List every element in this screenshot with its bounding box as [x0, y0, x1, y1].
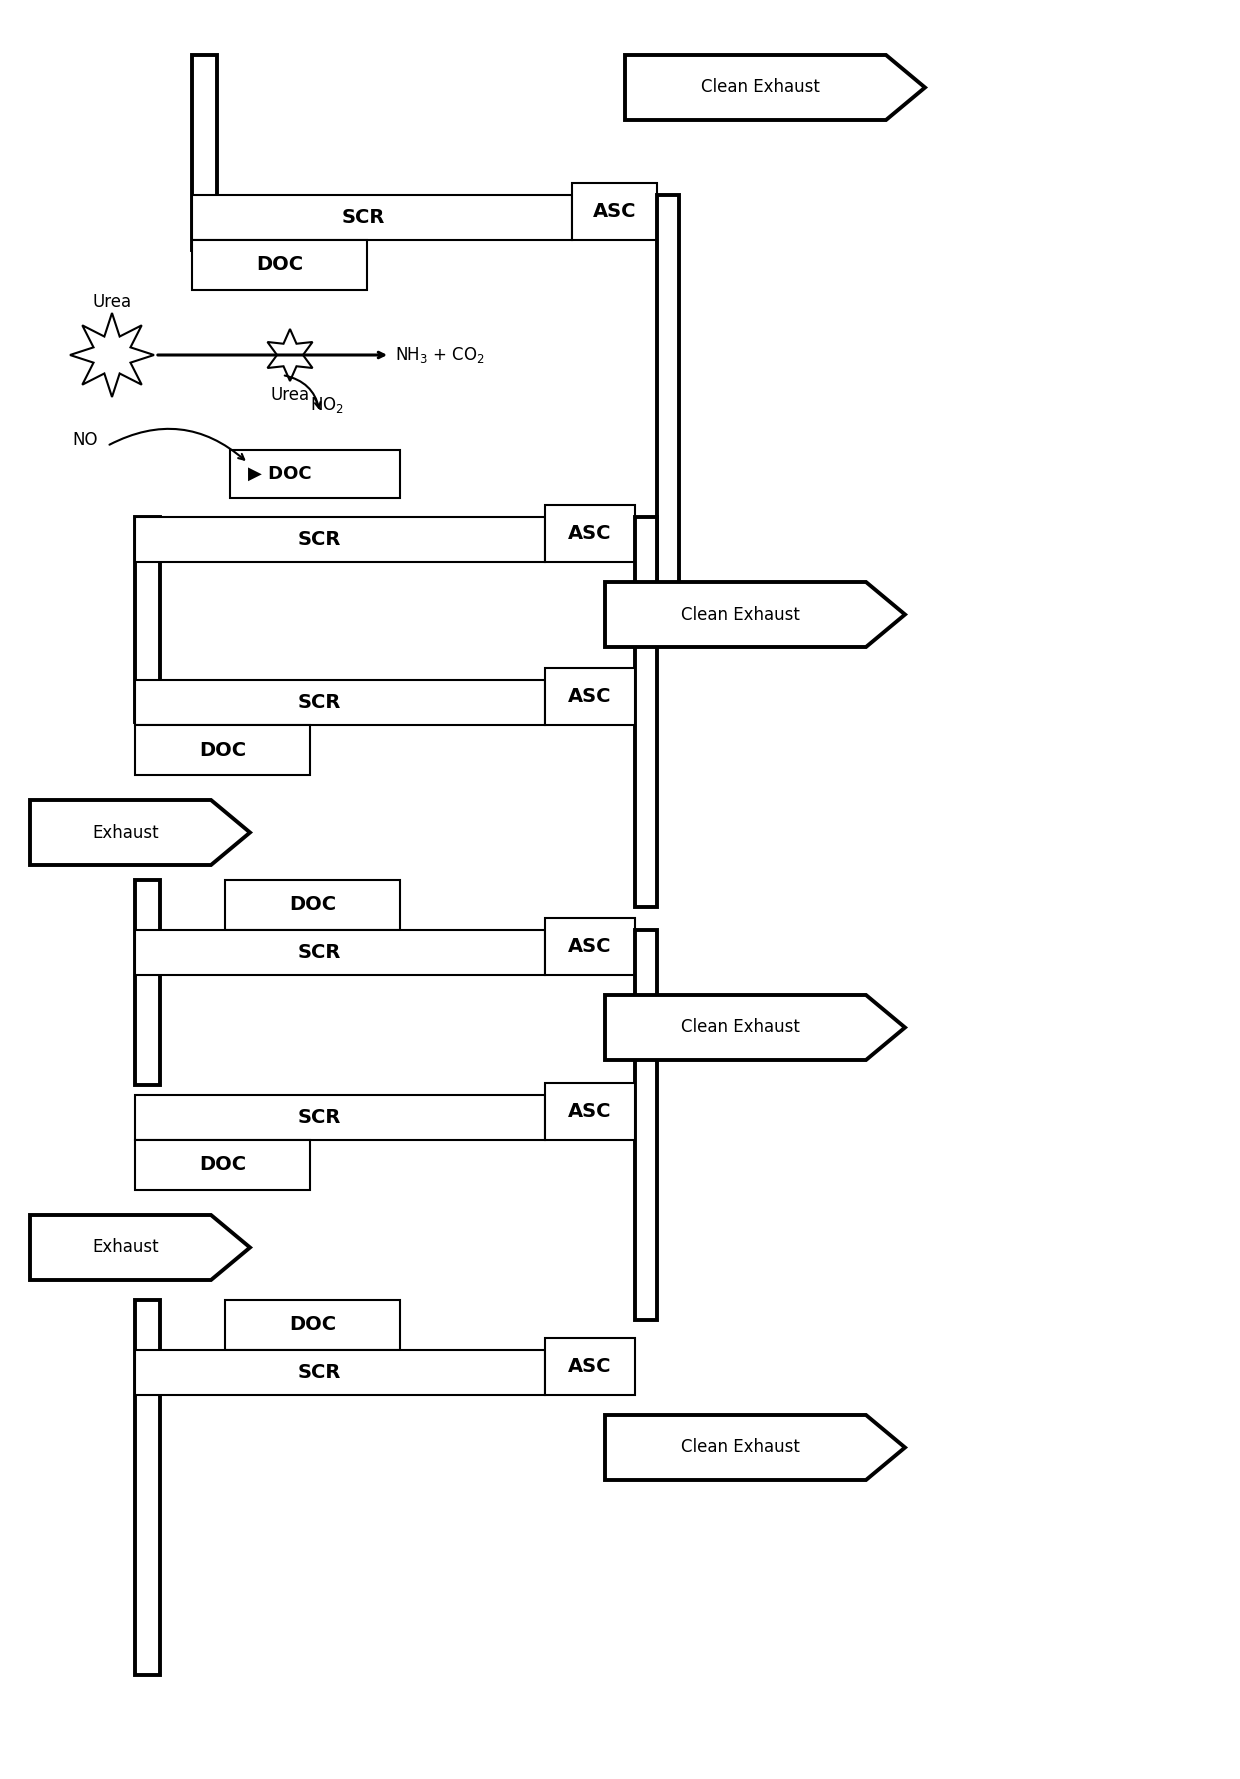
- Bar: [135, 1300, 160, 1676]
- Text: ASC: ASC: [593, 203, 636, 221]
- Text: ASC: ASC: [568, 525, 611, 543]
- Bar: [192, 55, 217, 251]
- Text: SCR: SCR: [298, 1108, 341, 1128]
- Text: Exhaust: Exhaust: [92, 824, 159, 841]
- Polygon shape: [30, 801, 250, 865]
- Bar: [546, 505, 635, 562]
- Text: Urea: Urea: [270, 386, 310, 404]
- Text: NO$_2$: NO$_2$: [310, 395, 343, 415]
- Bar: [229, 450, 401, 498]
- Text: ASC: ASC: [568, 1101, 611, 1121]
- Polygon shape: [605, 1414, 905, 1480]
- Bar: [135, 518, 160, 722]
- Text: Clean Exhaust: Clean Exhaust: [681, 1019, 800, 1037]
- Text: DOC: DOC: [198, 1156, 246, 1174]
- Text: DOC: DOC: [255, 256, 303, 274]
- Text: SCR: SCR: [298, 694, 341, 712]
- Text: Clean Exhaust: Clean Exhaust: [701, 78, 820, 96]
- Text: Clean Exhaust: Clean Exhaust: [681, 1439, 800, 1457]
- Text: ASC: ASC: [568, 687, 611, 706]
- Bar: [546, 667, 635, 726]
- Bar: [224, 1300, 401, 1350]
- Bar: [635, 930, 657, 1320]
- Text: SCR: SCR: [298, 1363, 341, 1382]
- Polygon shape: [69, 313, 154, 397]
- Bar: [635, 518, 657, 907]
- Bar: [192, 196, 572, 240]
- Text: ASC: ASC: [568, 1357, 611, 1375]
- Bar: [135, 930, 546, 975]
- Bar: [657, 196, 680, 585]
- Bar: [135, 1096, 546, 1140]
- Bar: [135, 518, 546, 562]
- Bar: [546, 918, 635, 975]
- Bar: [135, 680, 546, 726]
- Text: NO: NO: [72, 431, 98, 448]
- Bar: [135, 881, 160, 1085]
- Text: ▶ DOC: ▶ DOC: [248, 464, 311, 484]
- Text: ASC: ASC: [568, 938, 611, 955]
- Bar: [224, 881, 401, 930]
- Bar: [135, 1350, 546, 1395]
- Bar: [135, 1140, 310, 1190]
- Text: SCR: SCR: [341, 208, 384, 228]
- Text: NH$_3$ + CO$_2$: NH$_3$ + CO$_2$: [396, 345, 485, 365]
- Text: DOC: DOC: [289, 895, 336, 914]
- Bar: [192, 240, 367, 290]
- Polygon shape: [605, 582, 905, 648]
- Text: SCR: SCR: [298, 530, 341, 550]
- Polygon shape: [268, 329, 312, 381]
- Text: SCR: SCR: [298, 943, 341, 962]
- Bar: [572, 183, 657, 240]
- Polygon shape: [30, 1215, 250, 1281]
- Text: Clean Exhaust: Clean Exhaust: [681, 605, 800, 623]
- Bar: [546, 1338, 635, 1395]
- Text: DOC: DOC: [198, 740, 246, 760]
- Bar: [546, 1083, 635, 1140]
- Text: Exhaust: Exhaust: [92, 1238, 159, 1256]
- Polygon shape: [625, 55, 925, 119]
- Polygon shape: [605, 994, 905, 1060]
- Bar: [135, 726, 310, 776]
- Text: Urea: Urea: [93, 294, 131, 311]
- Text: DOC: DOC: [289, 1315, 336, 1334]
